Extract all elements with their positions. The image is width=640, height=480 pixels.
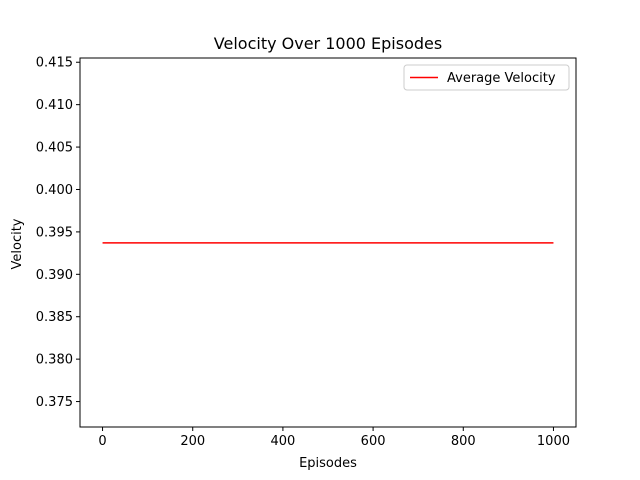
- x-axis-title: Episodes: [299, 456, 357, 471]
- legend-box: [403, 64, 570, 91]
- legend: Average Velocity: [403, 64, 570, 91]
- y-tick-label: 0.385: [36, 310, 73, 325]
- x-tick-label: 600: [361, 434, 386, 449]
- y-tick-label: 0.390: [36, 268, 73, 283]
- y-tick-label: 0.405: [36, 141, 73, 156]
- chart-title: Velocity Over 1000 Episodes: [214, 34, 442, 53]
- y-axis-title: Velocity: [10, 218, 25, 269]
- x-tick-label: 0: [98, 434, 106, 449]
- x-tick-label: 800: [451, 434, 476, 449]
- x-tick-label: 200: [180, 434, 205, 449]
- y-tick-label: 0.415: [36, 56, 73, 71]
- y-tick-label: 0.380: [36, 353, 73, 368]
- axes-frame: [79, 57, 577, 428]
- y-tick-label: 0.400: [36, 183, 73, 198]
- y-tick-label: 0.410: [36, 98, 73, 113]
- x-tick-label: 400: [270, 434, 295, 449]
- plot-area: 0 200 400 600 800 1000 0.375 0.380 0.385 0.390 0.3…: [36, 56, 577, 449]
- legend-label: Average Velocity: [447, 71, 556, 86]
- x-tick-label: 1000: [537, 434, 570, 449]
- y-tick-label: 0.395: [36, 225, 73, 240]
- y-tick-label: 0.375: [36, 395, 73, 410]
